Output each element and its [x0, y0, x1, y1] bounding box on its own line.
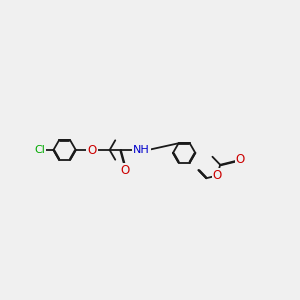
Text: Cl: Cl [35, 145, 46, 155]
Text: O: O [212, 169, 222, 182]
Text: O: O [236, 153, 245, 166]
Text: NH: NH [133, 145, 150, 155]
Text: O: O [87, 143, 97, 157]
Text: O: O [121, 164, 130, 176]
